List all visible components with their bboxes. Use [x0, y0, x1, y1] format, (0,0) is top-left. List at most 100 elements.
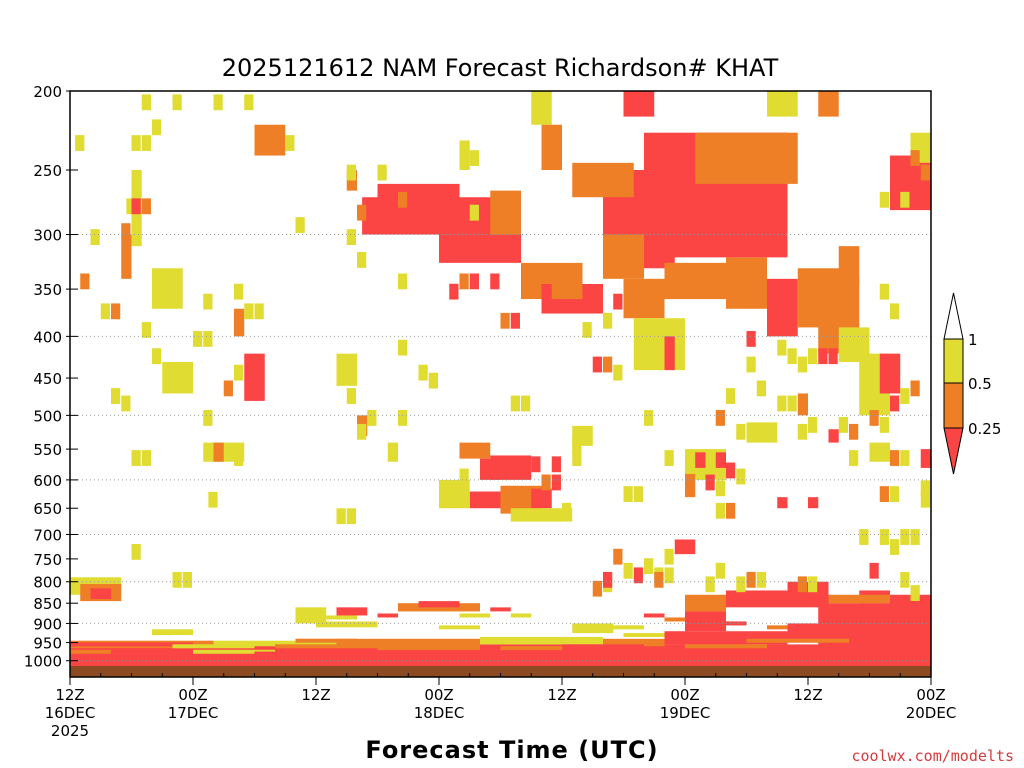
ri-cell-139 — [828, 348, 838, 365]
ri-region-49 — [336, 353, 357, 386]
ri-cell-0 — [75, 135, 85, 151]
ri-region-58 — [869, 442, 890, 462]
ri-cell-77 — [633, 567, 643, 584]
ri-cell-105 — [849, 450, 859, 466]
ri-strip-14 — [295, 638, 357, 643]
ri-region-36 — [469, 491, 501, 509]
ri-cell-48 — [346, 508, 356, 525]
ri-cell-23 — [254, 303, 264, 320]
ri-cell-19 — [193, 331, 203, 347]
y-axis: 200 250 300 350 400 450 500 550 600 650 700 750 800 8… — [24, 83, 78, 671]
ri-region-2 — [439, 234, 521, 263]
ri-cell-131 — [900, 191, 910, 208]
y-tick-label-550: 550 — [33, 441, 62, 459]
legend-swatch-0 — [943, 292, 964, 340]
ri-cell-98 — [756, 380, 766, 397]
ri-cell-109 — [900, 450, 910, 466]
ri-cell-136 — [777, 339, 787, 356]
legend-label-1: 0.5 — [968, 375, 992, 393]
ri-cell-149 — [398, 191, 408, 208]
ri-region-67 — [90, 588, 111, 600]
ri-strip-1 — [193, 649, 275, 654]
ri-cell-55 — [510, 312, 520, 329]
ri-cell-124 — [746, 571, 756, 588]
ri-cell-145 — [295, 217, 305, 233]
ri-cell-91 — [726, 502, 736, 519]
ri-cell-93 — [726, 462, 736, 479]
x-tick-label-3-1: 18DEC — [414, 704, 465, 722]
ri-cell-119 — [869, 562, 879, 579]
ri-cell-71 — [603, 312, 613, 329]
ri-cell-111 — [890, 486, 900, 502]
ri-cell-47 — [336, 508, 346, 525]
ri-strip-18 — [685, 644, 767, 649]
ri-region-15 — [726, 257, 767, 309]
x-tick-label-5-0: 00Z — [670, 686, 699, 704]
ri-cell-59 — [459, 468, 469, 485]
ri-strip-8 — [377, 646, 480, 651]
ri-cell-133 — [920, 164, 930, 181]
ri-cell-24 — [223, 380, 233, 397]
ri-cell-61 — [551, 474, 561, 491]
ri-cell-11 — [121, 223, 131, 240]
ri-cell-123 — [808, 576, 818, 593]
ri-cell-57 — [510, 395, 520, 412]
ri-cell-21 — [234, 283, 244, 300]
ri-strip-22 — [459, 613, 491, 618]
y-tick-label-600: 600 — [33, 472, 62, 490]
ri-cell-126 — [736, 576, 746, 593]
ri-strip-30 — [726, 621, 747, 626]
ri-region-92 — [439, 625, 480, 630]
ri-cell-144 — [910, 380, 920, 397]
ri-cell-14 — [213, 94, 223, 111]
ri-cell-18 — [203, 331, 213, 347]
ri-region-6 — [551, 284, 583, 300]
ri-region-27 — [459, 140, 470, 170]
ground-surface — [70, 666, 931, 677]
ri-cell-35 — [182, 571, 192, 588]
y-tick-label-250: 250 — [33, 162, 62, 180]
legend-label-2: 0.25 — [968, 420, 1001, 438]
ri-cell-29 — [131, 450, 141, 466]
ri-cell-62 — [562, 502, 572, 519]
ri-cell-76 — [664, 450, 674, 466]
ri-cell-26 — [203, 410, 213, 426]
ri-region-73 — [685, 594, 726, 612]
legend-swatch-3 — [943, 427, 964, 475]
ri-cell-140 — [808, 348, 818, 365]
ri-cell-4 — [111, 303, 121, 320]
ri-strip-23 — [490, 607, 511, 612]
x-tick-label-0-2: 2025 — [51, 722, 89, 740]
ri-region-62 — [685, 473, 696, 498]
ri-cell-30 — [141, 450, 151, 466]
ri-cell-6 — [141, 135, 151, 151]
ri-cell-102 — [808, 417, 818, 433]
ri-cell-112 — [920, 480, 930, 497]
y-tick-label-900: 900 — [33, 615, 62, 633]
ri-cell-20 — [203, 293, 213, 310]
y-tick-label-650: 650 — [33, 500, 62, 518]
ri-cell-50 — [469, 204, 479, 221]
ri-cell-121 — [910, 585, 920, 601]
ri-cell-5 — [131, 135, 141, 151]
ri-region-8 — [572, 162, 634, 198]
ri-cell-70 — [613, 364, 623, 381]
ri-cell-125 — [756, 571, 766, 588]
ri-region-83 — [213, 640, 337, 647]
x-tick-label-6-0: 12Z — [793, 686, 822, 704]
ri-strip-28 — [664, 617, 685, 622]
ri-region-35 — [490, 455, 532, 480]
ri-cell-130 — [890, 303, 900, 320]
ri-cell-75 — [644, 410, 654, 426]
x-tick-label-1-1: 17DEC — [168, 704, 219, 722]
x-tick-label-4-0: 12Z — [547, 686, 576, 704]
ri-strip-15 — [562, 644, 644, 649]
ri-cell-25 — [234, 364, 244, 381]
ri-cell-28 — [111, 388, 121, 404]
ri-region-88 — [787, 623, 931, 643]
ri-strip-2 — [254, 651, 378, 656]
x-tick-label-7-0: 00Z — [916, 686, 945, 704]
ri-region-33 — [459, 442, 491, 459]
ri-region-29 — [541, 124, 562, 170]
